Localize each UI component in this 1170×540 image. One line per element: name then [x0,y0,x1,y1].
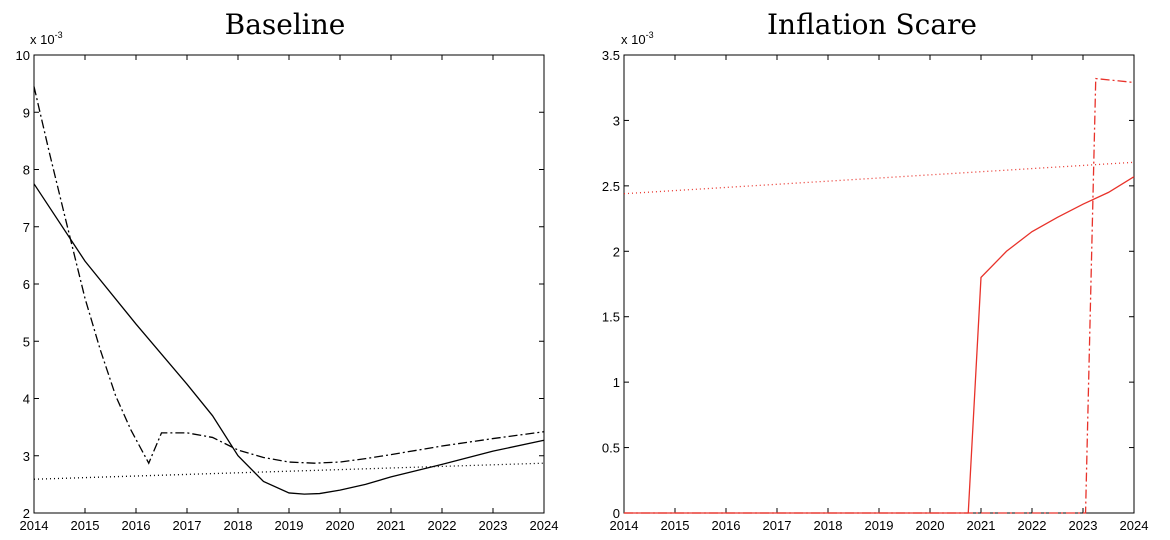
x-tick-label: 2014 [610,518,639,533]
y-tick-label: 2 [23,506,30,521]
y-tick-label: 10 [16,48,30,63]
x-tick-label: 2019 [275,518,304,533]
y-tick-label: 1.5 [602,310,620,325]
y-tick-label: 1 [613,375,620,390]
x-tick-label: 2018 [814,518,843,533]
x-tick-label: 2015 [71,518,100,533]
y-tick-labels: 0 0.5 1 1.5 2 2.5 3 3.5 [602,48,620,521]
series-group [33,86,545,495]
x-tick-label: 2021 [377,518,406,533]
ticks-group [623,54,1135,514]
x-tick-labels: 2014 2015 2016 2017 2018 2019 2020 2021 2022 2023… [20,518,559,533]
x-tick-label: 2023 [1069,518,1098,533]
y-scale-exponent: -3 [646,30,654,40]
series-line-dotted [33,462,545,480]
chart-title: Baseline [225,8,346,41]
x-tick-label: 2022 [428,518,457,533]
y-tick-label: 0 [613,506,620,521]
y-tick-label: 4 [23,392,30,407]
x-tick-label: 2020 [916,518,945,533]
x-tick-label: 2020 [326,518,355,533]
y-tick-label: 5 [23,334,30,349]
series-group [623,77,1135,514]
y-tick-label: 6 [23,277,30,292]
y-scale-exponent: -3 [55,30,63,40]
x-tick-label: 2019 [865,518,894,533]
y-tick-label: 7 [23,220,30,235]
y-tick-label: 0.5 [602,441,620,456]
plot-frame [33,54,545,514]
series-line-dashdot [33,86,545,465]
chart-inflation-scare: Inflation Scare x 10-3 2014 2015 2016 2017 2… [602,8,1149,533]
y-tick-label: 2.5 [602,179,620,194]
x-tick-label: 2024 [1120,518,1149,533]
y-tick-label: 9 [23,105,30,120]
x-tick-label: 2015 [661,518,690,533]
y-scale-label: x 10-3 [621,30,654,47]
y-tick-label: 2 [613,244,620,259]
x-tick-label: 2021 [967,518,996,533]
x-tick-label: 2018 [224,518,253,533]
x-tick-label: 2014 [20,518,49,533]
y-tick-labels: 2 3 4 5 6 7 8 9 10 [16,48,30,521]
y-tick-label: 3 [23,449,30,464]
y-tick-label: 8 [23,163,30,178]
y-tick-label: 3.5 [602,48,620,63]
x-tick-labels: 2014 2015 2016 2017 2018 2019 2020 2021 2022 2023… [610,518,1149,533]
x-tick-label: 2017 [173,518,202,533]
chart-baseline: Baseline x 10-3 2014 2015 2016 2017 2018 2019… [16,8,559,533]
y-scale-base: x 10 [30,32,55,47]
series-line-dashdot [624,77,1135,514]
x-tick-label: 2024 [530,518,559,533]
x-tick-label: 2022 [1018,518,1047,533]
y-tick-label: 3 [613,113,620,128]
plot-frame [623,54,1135,514]
chart-title: Inflation Scare [767,8,977,41]
x-tick-label: 2016 [712,518,741,533]
y-scale-base: x 10 [621,32,646,47]
ticks-group [33,54,545,514]
series-line-solid [33,183,545,495]
x-tick-label: 2023 [479,518,508,533]
series-line-solid [624,176,1135,514]
x-tick-label: 2017 [763,518,792,533]
x-tick-label: 2016 [122,518,151,533]
series-line-dotted [623,161,1135,195]
y-scale-label: x 10-3 [30,30,63,47]
